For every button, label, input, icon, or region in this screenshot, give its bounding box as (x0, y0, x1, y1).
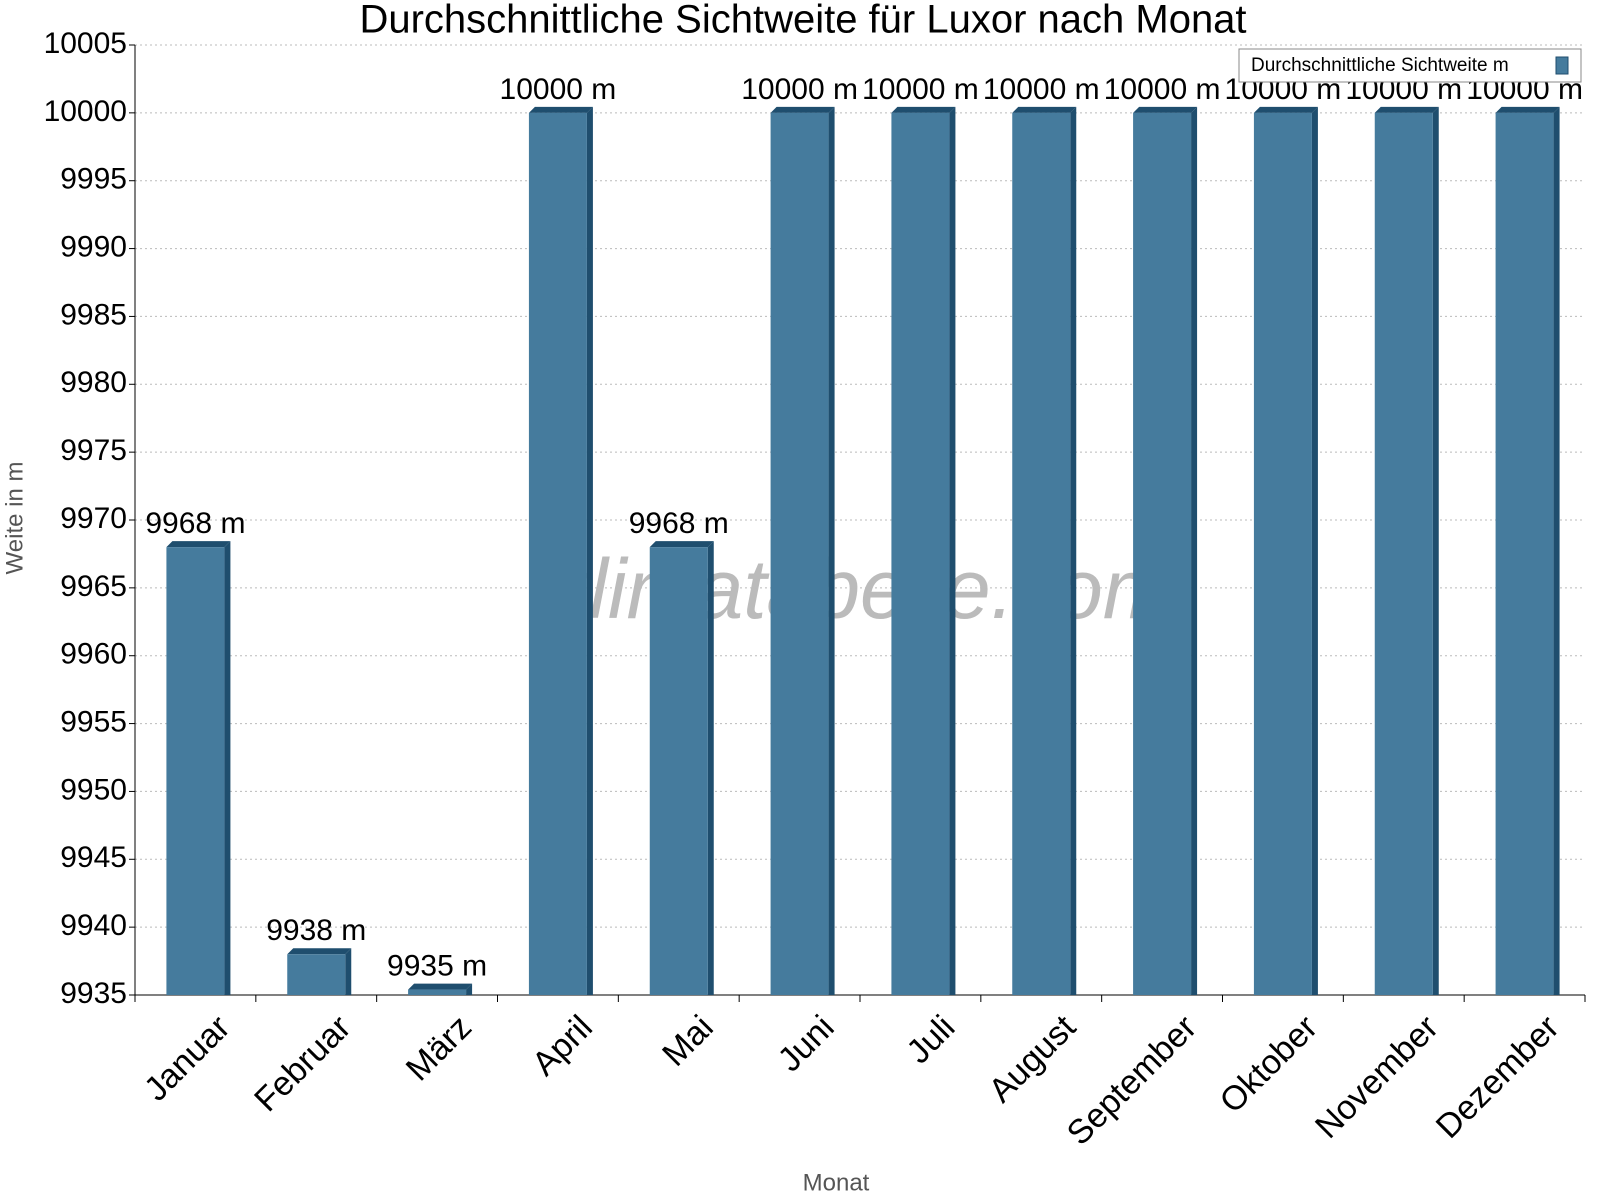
x-tick-label: September (1060, 1008, 1204, 1152)
bar-side (1070, 106, 1077, 996)
bar-cap (1012, 106, 1077, 113)
value-label: 9935 m (387, 949, 487, 982)
bar-side (1432, 106, 1439, 996)
legend-box (1238, 48, 1582, 83)
x-tick-label: Dezember (1429, 1008, 1567, 1146)
y-axis-label: Weite in m (1, 462, 28, 575)
value-label: 9968 m (629, 507, 729, 540)
bar-cap (1495, 106, 1560, 113)
y-tick-label: 9965 (60, 570, 127, 603)
bar-side (1311, 106, 1318, 996)
bar-cap (528, 106, 593, 113)
value-label: 10000 m (983, 73, 1100, 106)
value-label: 9938 m (266, 914, 366, 947)
bar-cap (287, 948, 352, 955)
value-label: 9968 m (145, 507, 245, 540)
legend-swatch (1555, 56, 1569, 75)
bar-cap (408, 983, 473, 990)
bar (1133, 112, 1192, 996)
y-tick-label: 10000 (44, 95, 127, 128)
bar (1495, 112, 1554, 996)
y-tick-label: 10005 (44, 27, 127, 60)
bar (528, 112, 587, 996)
x-tick-label: November (1308, 1008, 1446, 1146)
value-label: 10000 m (1104, 73, 1221, 106)
bar-side (1553, 106, 1560, 996)
bar-side (586, 106, 593, 996)
y-tick-label: 9980 (60, 366, 127, 399)
bar (649, 547, 708, 995)
value-label: 10000 m (741, 73, 858, 106)
bar (1374, 112, 1433, 996)
x-tick-label: Juni (771, 1008, 842, 1079)
x-tick-label: Februar (247, 1008, 358, 1119)
chart-title: Durchschnittliche Sichtweite für Luxor n… (359, 0, 1246, 42)
value-label: 10000 m (500, 73, 617, 106)
y-tick-label: 9970 (60, 502, 127, 535)
bar-cap (166, 541, 231, 548)
bar-side (466, 983, 473, 995)
y-tick-label: 9960 (60, 638, 127, 671)
bar-cap (1253, 106, 1318, 113)
x-tick-label: Januar (137, 1008, 237, 1108)
bar (891, 112, 950, 996)
x-tick-label: August (982, 1008, 1084, 1110)
x-tick-label: Juli (899, 1008, 962, 1071)
y-tick-label: 9945 (60, 841, 127, 874)
x-axis-label: Monat (803, 1169, 870, 1196)
bar-side (828, 106, 835, 996)
y-tick-label: 9950 (60, 773, 127, 806)
bar (1012, 112, 1071, 996)
bar-side (949, 106, 956, 996)
bar-cap (770, 106, 835, 113)
y-tick-label: 9975 (60, 434, 127, 467)
y-tick-label: 9995 (60, 163, 127, 196)
bar (408, 989, 467, 995)
bar (770, 112, 829, 996)
bar-side (224, 541, 231, 995)
legend-label: Durchschnittliche Sichtweite m (1251, 55, 1509, 76)
x-tick-label: Oktober (1213, 1008, 1325, 1120)
bar (287, 954, 346, 995)
y-tick-label: 9985 (60, 298, 127, 331)
value-label: 10000 m (862, 73, 979, 106)
bar-side (1191, 106, 1198, 996)
bar-cap (1374, 106, 1439, 113)
y-tick-label: 9940 (60, 909, 127, 942)
x-tick-label: April (525, 1008, 600, 1083)
bar-cap (891, 106, 956, 113)
y-tick-label: 9990 (60, 230, 127, 263)
bar (166, 547, 225, 995)
x-tick-label: März (399, 1008, 479, 1088)
x-tick-label: Mai (655, 1008, 721, 1074)
bar-side (345, 948, 352, 995)
y-tick-label: 9935 (60, 977, 127, 1010)
y-tick-label: 9955 (60, 705, 127, 738)
bar (1253, 112, 1312, 996)
bar-cap (1133, 106, 1198, 113)
watermark: klimatabelle.com (547, 542, 1173, 636)
bar-cap (649, 541, 714, 548)
bar-side (707, 541, 714, 995)
